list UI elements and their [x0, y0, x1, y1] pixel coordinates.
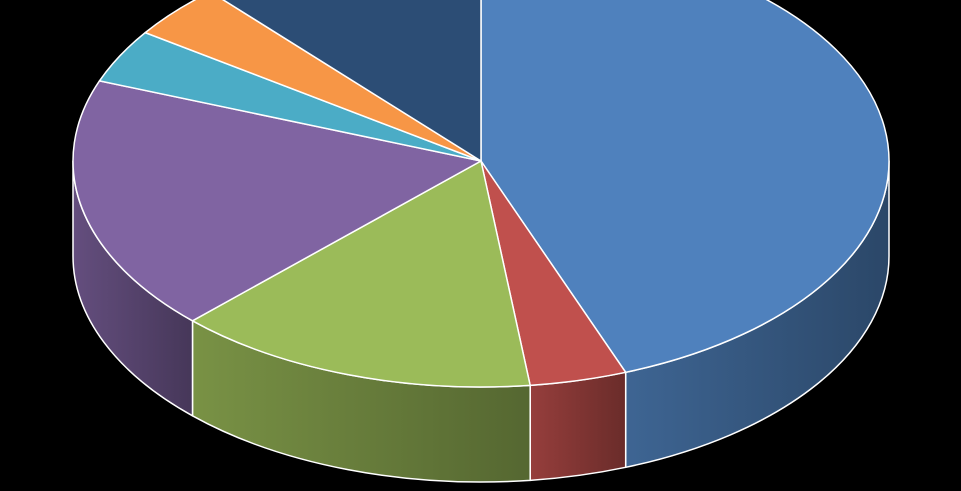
pie-top: [72, 0, 890, 388]
pie-sides: [72, 160, 890, 483]
pie-slice-6: [144, 0, 482, 162]
pie-slice-side-2: [529, 371, 627, 482]
pie-slice-7: [222, 0, 482, 162]
pie-slice-3: [191, 160, 531, 388]
pie-slice-4: [72, 80, 482, 322]
pie-slice-1: [480, 0, 890, 374]
